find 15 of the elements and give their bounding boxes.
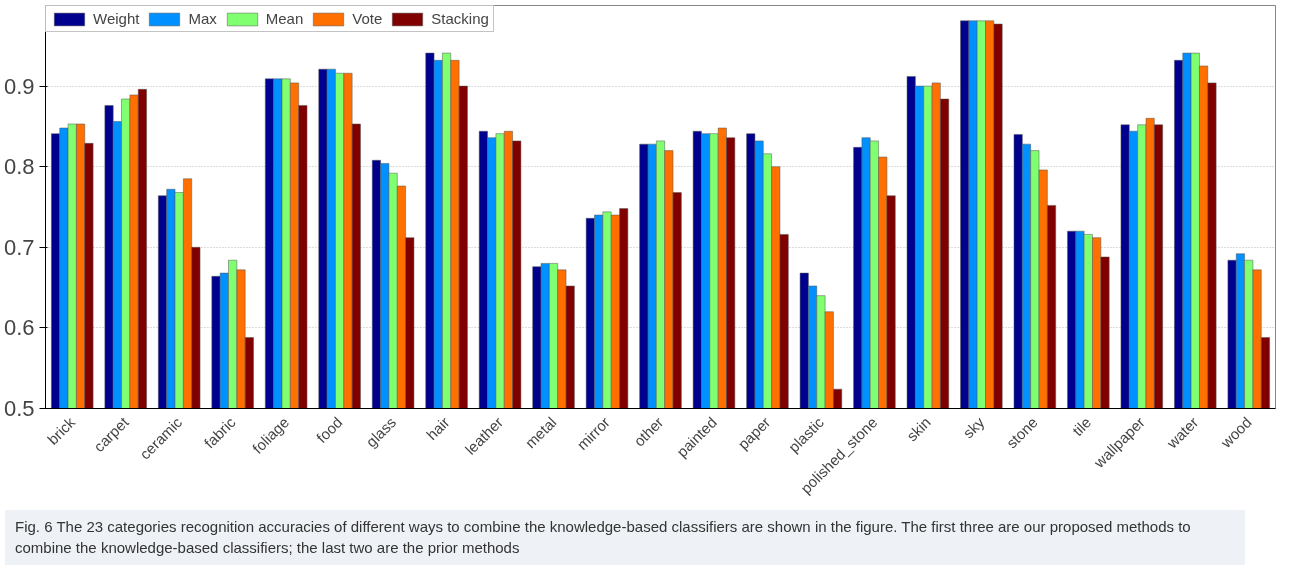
caption: Fig. 6 The 23 categories recognition accuracies of different ways to combine the knowledge-based classifiers are shown in the figure. The first three are our proposed methods to combine the knowledge-based classifiers; the last two are the prior methods [5,510,1245,565]
y-tick-label: 0.9 [3,73,35,99]
x-tick-label: sky [959,413,988,442]
y-tick-label: 0.7 [3,234,35,260]
x-tick-label: skin [903,413,934,445]
x-tick-label: hair [422,413,453,444]
legend-label: Mean [265,10,304,27]
x-tick-label: tile [1068,413,1095,440]
legend-label: Vote [352,10,383,27]
y-tick-label: 0.8 [3,154,35,180]
y-tick-label: 0.5 [3,396,35,421]
legend-label: Max [188,10,217,27]
y-tick-label: 0.6 [3,315,35,341]
legend-label: Weight [93,10,140,27]
legend-label: Stacking [431,10,489,27]
